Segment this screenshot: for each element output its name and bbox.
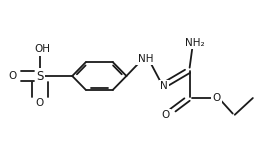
Text: O: O [213, 93, 221, 103]
Text: O: O [9, 71, 17, 81]
Text: NH: NH [138, 54, 153, 64]
Text: NH₂: NH₂ [186, 38, 205, 48]
Text: N: N [160, 81, 168, 91]
Text: S: S [36, 69, 44, 83]
Text: OH: OH [34, 44, 50, 54]
Text: O: O [36, 98, 44, 108]
Text: O: O [162, 110, 170, 120]
